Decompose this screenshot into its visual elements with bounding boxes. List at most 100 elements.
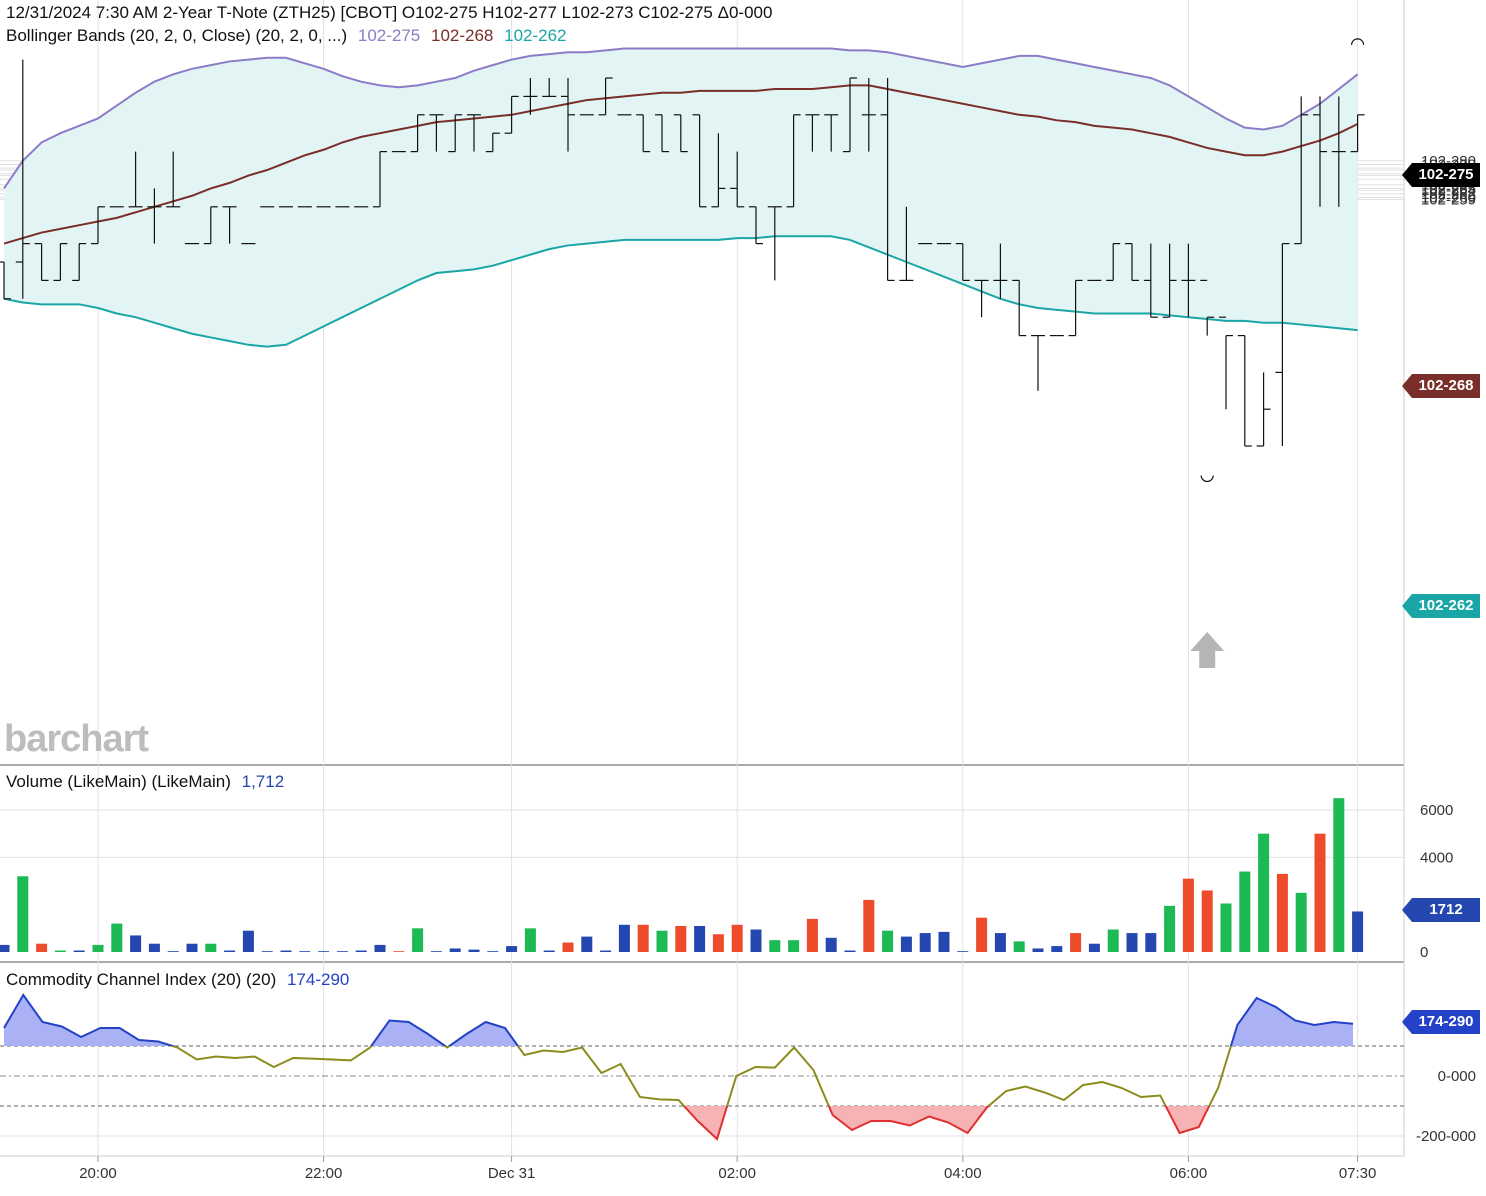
ohlc-bar — [53, 243, 68, 281]
volume-bar — [1088, 943, 1100, 952]
ohlc-bar — [147, 188, 162, 244]
cci-line — [169, 1046, 1232, 1106]
volume-value: 1,712 — [241, 772, 285, 791]
volume-bar — [957, 951, 969, 952]
ohlc-bar — [203, 206, 218, 245]
time-x-tick-label: 20:00 — [79, 1165, 117, 1182]
price-y-tick-label: 102-260 — [1421, 190, 1476, 207]
volume-bar — [543, 950, 555, 952]
volume-bar — [1051, 946, 1063, 952]
ohlc-bar — [504, 95, 519, 134]
ohlc-bar — [880, 78, 895, 281]
volume-bar — [1070, 933, 1082, 952]
volume-bar — [130, 935, 142, 952]
volume-bar — [449, 948, 461, 952]
bollinger-label: Bollinger Bands (20, 2, 0, Close) (20, 2… — [6, 26, 348, 45]
volume-bar — [1201, 890, 1213, 952]
ohlc-bar — [1125, 243, 1139, 281]
volume-bar — [54, 950, 66, 952]
volume-legend: Volume (LikeMain) (LikeMain) 1,712 — [6, 772, 290, 792]
quote-header: 12/31/2024 7:30 AM 2-Year T-Note (ZTH25)… — [6, 3, 773, 22]
volume-bar — [299, 951, 311, 952]
ohlc-bar — [1143, 243, 1158, 318]
volume-bar — [468, 949, 480, 952]
ohlc-bar — [523, 78, 538, 115]
volume-bar — [769, 940, 781, 952]
ohlc-bar — [1162, 243, 1177, 318]
ohlc-bar — [373, 151, 387, 208]
volume-bar — [167, 951, 179, 952]
ohlc-bar — [1350, 114, 1365, 153]
cci-y-tick-label: 0-000 — [1438, 1068, 1476, 1085]
volume-bar — [1220, 903, 1232, 952]
volume-y-tick-label: 6000 — [1420, 802, 1453, 819]
volume-bar — [261, 951, 273, 952]
ohlc-bar — [222, 206, 237, 244]
volume-bar — [1145, 933, 1157, 952]
volume-bar — [524, 928, 536, 952]
ohlc-bar — [636, 114, 651, 153]
ohlc-bar — [1200, 279, 1215, 336]
ohlc-bar — [1331, 96, 1346, 207]
time-x-tick-label: 22:00 — [305, 1165, 343, 1182]
ohlc-bar — [692, 114, 707, 208]
volume-bar — [750, 929, 762, 952]
volume-bar — [0, 944, 10, 952]
volume-bar — [430, 951, 442, 952]
volume-bar — [205, 943, 217, 952]
volume-bar — [186, 943, 198, 952]
cci-oversold-fill — [4, 1106, 1353, 1139]
session-low-marker — [1200, 475, 1214, 483]
cci-y-tick-label: -200-000 — [1416, 1128, 1476, 1145]
ohlc-bar — [166, 151, 181, 208]
volume-bar — [318, 951, 330, 952]
volume-bar — [1333, 798, 1345, 952]
volume-bar — [1164, 905, 1176, 952]
volume-bar — [1239, 871, 1251, 952]
volume-bar — [487, 951, 499, 952]
bollinger-lower-value: 102-262 — [504, 26, 567, 45]
ohlc-bar — [561, 78, 575, 152]
ohlc-bar — [1219, 316, 1233, 410]
volume-y-tick-label: 0 — [1420, 944, 1428, 961]
volume-bar — [1295, 892, 1307, 952]
cci-legend: Commodity Channel Index (20) (20) 174-29… — [6, 970, 355, 990]
ohlc-bar — [1256, 372, 1271, 447]
volume-bar — [506, 946, 518, 952]
time-x-tick-label: 04:00 — [944, 1165, 982, 1182]
ohlc-bar — [542, 78, 557, 98]
volume-bar — [994, 933, 1006, 952]
ohlc-bar — [899, 206, 914, 281]
bollinger-mid-tag: 102-268 — [1402, 374, 1480, 398]
bollinger-band-fill — [4, 48, 1358, 347]
volume-bar — [36, 943, 48, 952]
ohlc-bar — [429, 114, 444, 152]
ohlc-bar — [767, 206, 782, 281]
volume-bar — [900, 936, 912, 952]
volume-bar — [355, 950, 367, 952]
volume-bar — [788, 940, 800, 952]
session-high-marker — [1351, 38, 1365, 45]
volume-bar — [1258, 833, 1270, 952]
ohlc-bar — [410, 114, 425, 153]
cci-line-overbought — [3, 993, 1354, 1046]
volume-bar — [73, 950, 85, 952]
ohlc-bar — [993, 243, 1008, 299]
volume-bar — [712, 934, 724, 952]
ohlc-bar — [1031, 335, 1045, 391]
ohlc-bar — [974, 279, 989, 318]
volume-bar — [882, 930, 894, 952]
volume-bar — [976, 917, 988, 952]
ohlc-bar — [824, 114, 839, 152]
volume-bar — [656, 930, 668, 952]
ohlc-bar — [749, 206, 763, 245]
volume-bar — [618, 924, 630, 952]
bollinger-upper-line — [3, 47, 1359, 189]
volume-bar — [1107, 929, 1119, 952]
time-x-tick-label: 06:00 — [1170, 1165, 1208, 1182]
ohlc-bar — [1294, 96, 1309, 245]
ohlc-bar — [843, 77, 857, 153]
volume-bar — [1013, 941, 1025, 952]
ohlc-bar — [1106, 243, 1121, 281]
